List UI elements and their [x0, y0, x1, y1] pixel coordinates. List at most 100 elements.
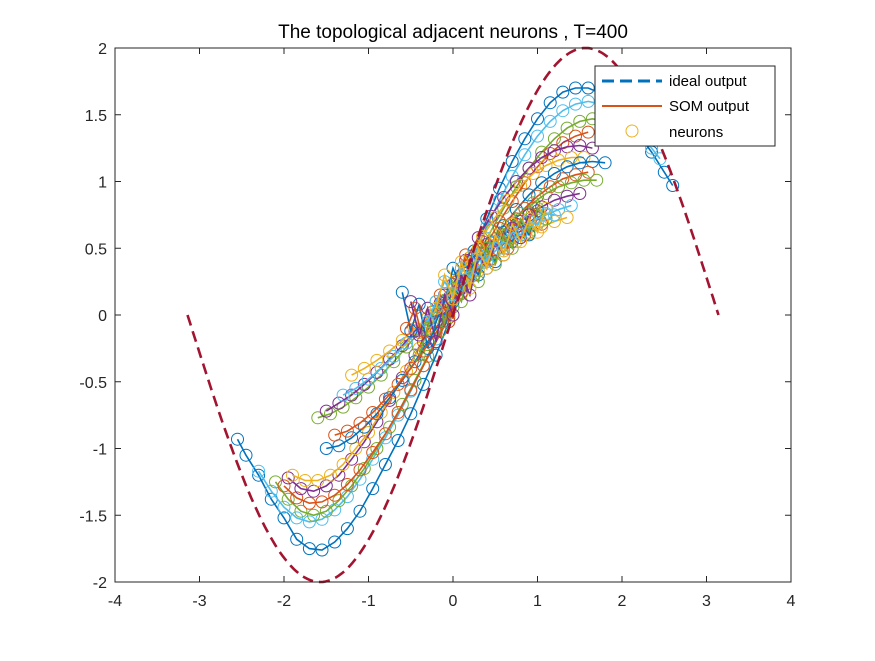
neuron-marker — [412, 328, 426, 342]
neuron-marker — [252, 468, 266, 482]
neuron-marker — [518, 148, 532, 162]
neuron-marker — [404, 295, 418, 309]
neuron-marker — [408, 373, 422, 387]
neuron-marker — [547, 193, 561, 207]
neuron-marker — [391, 377, 405, 391]
neuron-marker — [543, 96, 557, 110]
y-tick-label: -0.5 — [79, 375, 107, 392]
neuron-marker — [488, 228, 502, 242]
neuron-marker — [560, 121, 574, 135]
neuron-marker — [539, 159, 553, 172]
neuron-marker — [569, 97, 582, 111]
neuron-marker — [340, 478, 354, 491]
neuron-marker — [476, 235, 490, 249]
neuron-marker — [573, 187, 587, 200]
neuron-marker — [531, 112, 544, 126]
neuron-marker — [328, 535, 342, 549]
neuron-marker — [370, 415, 384, 429]
neuron-marker — [581, 94, 595, 108]
neuron-marker — [290, 491, 304, 505]
neuron-marker — [353, 504, 367, 518]
neuron-marker — [509, 203, 523, 216]
neuron-marker — [277, 511, 291, 525]
neuron-marker — [311, 411, 325, 425]
neuron-marker — [400, 364, 413, 378]
neuron-marker — [264, 484, 278, 498]
neuron-marker — [552, 153, 566, 167]
neuron-marker — [324, 468, 337, 482]
neuron-marker — [416, 377, 430, 391]
legend-som-label: SOM output — [669, 98, 750, 115]
neuron-marker — [564, 199, 578, 212]
x-tick-label: -4 — [108, 593, 122, 610]
neuron-marker — [577, 173, 591, 187]
neuron-marker — [522, 188, 536, 202]
som-curve-17 — [429, 201, 553, 315]
neuron-marker — [421, 315, 435, 329]
y-tick-label: 0 — [98, 308, 107, 325]
neuron-marker — [366, 406, 380, 419]
neuron-marker — [353, 463, 367, 477]
y-tick-label: -1.5 — [79, 508, 107, 525]
y-tick-label: 2 — [98, 41, 107, 58]
neuron-marker — [286, 468, 299, 482]
som-output-line — [287, 144, 593, 493]
neuron-marker — [454, 255, 468, 269]
neuron-marker — [395, 397, 409, 411]
neuron-marker — [357, 435, 371, 449]
neuron-marker — [370, 353, 384, 367]
neuron-marker — [531, 225, 544, 239]
x-tick-label: 4 — [787, 593, 796, 610]
neuron-marker — [438, 268, 452, 282]
legend-ideal-label: ideal output — [669, 73, 747, 90]
neuron-marker — [581, 125, 595, 139]
neuron-marker — [383, 344, 397, 358]
neuron-marker — [581, 165, 595, 179]
neuron-marker — [328, 428, 342, 442]
y-tick-label: 1.5 — [85, 108, 107, 125]
neuron-marker — [378, 427, 392, 441]
neuron-marker — [547, 208, 561, 222]
neuron-marker — [357, 361, 371, 375]
neuron-marker — [518, 132, 532, 146]
neuron-marker — [345, 388, 359, 402]
x-tick-label: -1 — [361, 593, 375, 610]
neuron-marker — [315, 543, 329, 557]
neuron-marker — [497, 248, 511, 262]
neuron-marker — [366, 446, 380, 459]
neuron-marker — [252, 464, 266, 478]
neuron-marker — [573, 139, 587, 152]
neuron-marker — [269, 475, 282, 489]
neuron-marker — [395, 373, 409, 387]
x-tick-label: 3 — [702, 593, 711, 610]
neuron-marker — [543, 147, 557, 160]
neuron-marker — [412, 297, 426, 311]
neuron-marker — [290, 532, 304, 546]
neuron-marker — [374, 361, 388, 375]
neuron-marker — [395, 285, 409, 299]
neuron-marker — [307, 508, 321, 522]
neuron-marker — [353, 416, 367, 430]
ticks-layer: -4 -3 -2 -1 0 1 2 3 4 -2 -1.5 -1 -0.5 0 0.5 1 1.5 2 — [79, 41, 795, 610]
neuron-marker — [336, 388, 350, 402]
x-tick-label: -3 — [192, 593, 206, 610]
neuron-marker — [573, 156, 587, 170]
neuron-marker — [378, 458, 392, 471]
neuron-marker — [294, 482, 308, 496]
neuron-marker — [429, 348, 443, 362]
neuron-marker — [239, 448, 253, 462]
y-tick-label: 1 — [98, 175, 107, 192]
neuron-marker — [302, 515, 316, 529]
neuron-marker — [281, 471, 295, 485]
neuron-marker — [488, 257, 502, 271]
legend-neurons-swatch — [625, 124, 639, 138]
neuron-marker — [412, 348, 426, 362]
neuron-marker — [522, 215, 536, 228]
neuron-marker — [319, 504, 333, 518]
neuron-marker — [302, 496, 316, 510]
neuron-marker — [501, 193, 515, 207]
neuron-marker — [319, 404, 333, 418]
neuron-marker — [514, 235, 528, 249]
